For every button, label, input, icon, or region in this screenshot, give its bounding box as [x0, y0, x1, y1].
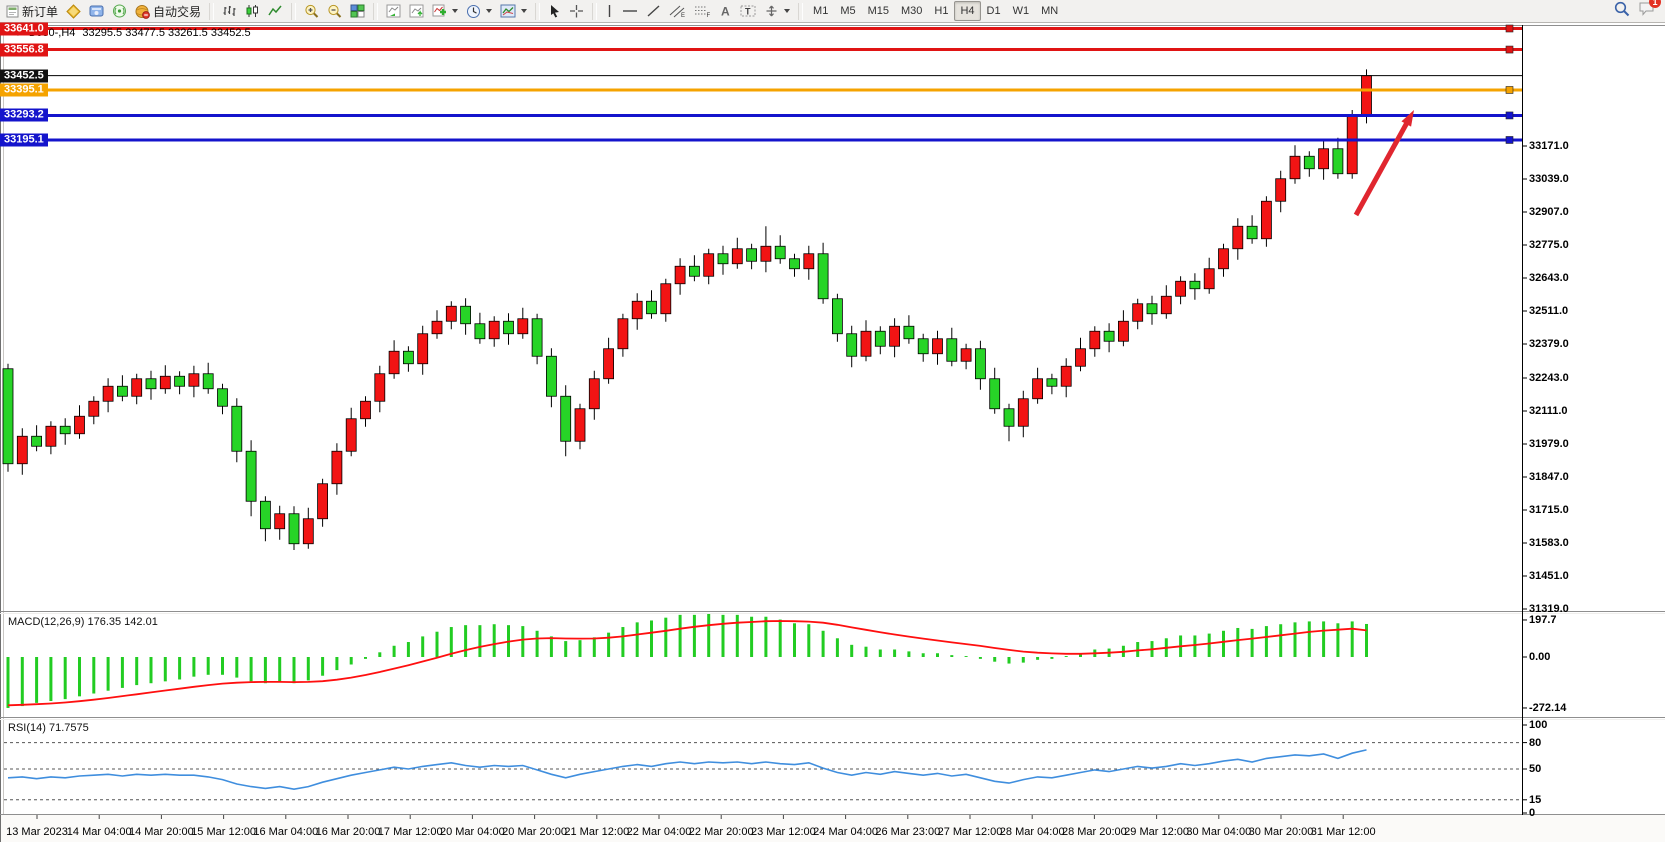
new-order-button[interactable]: 新订单 — [2, 2, 62, 21]
crosshair-button[interactable] — [565, 2, 588, 21]
arrows-icon — [766, 5, 777, 17]
notifications-button[interactable]: 1 — [1638, 0, 1661, 21]
data-window-button[interactable] — [85, 2, 108, 21]
notification-badge: 1 — [1649, 0, 1661, 8]
search-button[interactable] — [1614, 1, 1630, 22]
auto-trade-globe-icon — [135, 4, 150, 19]
signal-icon — [113, 4, 127, 18]
candlestick-chart-icon — [246, 5, 259, 17]
toolbar-separator — [373, 2, 379, 20]
chart-subwindow-icon — [386, 4, 401, 18]
template-icon — [500, 4, 516, 18]
timeframe-button-m1[interactable]: M1 — [813, 5, 829, 17]
channel-icon: E — [669, 5, 685, 18]
zoom-out-button[interactable] — [323, 2, 346, 21]
fibonacci-icon: F — [695, 6, 711, 18]
zoom-in-icon — [305, 4, 319, 18]
cursor-button[interactable] — [544, 2, 565, 21]
bar-chart-icon — [223, 6, 236, 16]
signals-button[interactable] — [108, 2, 131, 21]
vertical-line-icon — [608, 5, 611, 17]
toolbar-separator — [592, 2, 598, 20]
dropdown-arrow-icon — [521, 9, 528, 13]
clock-icon — [467, 4, 481, 18]
timeframe-button-h4[interactable]: H4 — [954, 1, 981, 21]
dropdown-arrow-icon — [784, 9, 791, 13]
gold-diamond-icon — [66, 3, 81, 19]
svg-text:F: F — [707, 13, 711, 18]
styles-button[interactable] — [62, 2, 85, 21]
bar-chart-button[interactable] — [218, 2, 241, 21]
equidistant-channel-button[interactable]: E — [665, 2, 690, 21]
svg-text:T: T — [745, 7, 751, 17]
timeframe-button-mn[interactable]: MN — [1041, 5, 1059, 17]
horizontal-line-icon — [623, 10, 638, 12]
zoom-in-button[interactable] — [300, 2, 323, 21]
text-label-tool-button[interactable]: T — [736, 2, 760, 21]
timeframe-button-m15[interactable]: M15 — [867, 5, 889, 17]
timeframe-button-m5[interactable]: M5 — [840, 5, 856, 17]
text-label-icon: T — [740, 5, 756, 17]
dropdown-arrow-icon — [486, 9, 493, 13]
svg-text:E: E — [681, 13, 685, 18]
text-a-icon: A — [721, 5, 730, 19]
periods-button[interactable] — [462, 2, 496, 21]
auto-trade-button[interactable]: 自动交易 — [131, 2, 205, 21]
search-icon — [1614, 1, 1630, 16]
tile-windows-icon — [350, 4, 365, 18]
text-tool-button[interactable]: A — [715, 2, 736, 21]
add-indicator-icon — [432, 4, 447, 17]
timeframe-button-h1[interactable]: H1 — [934, 5, 949, 17]
data-window-icon — [89, 5, 104, 17]
dropdown-arrow-icon — [452, 9, 459, 13]
zoom-out-icon — [328, 4, 342, 18]
line-chart-button[interactable] — [264, 2, 287, 21]
chart-shift-icon — [409, 4, 424, 18]
tile-windows-button[interactable] — [346, 2, 369, 21]
svg-text:A: A — [721, 5, 730, 19]
chart-shift-button[interactable] — [405, 2, 428, 21]
cursor-icon — [551, 5, 560, 18]
templates-button[interactable] — [496, 2, 531, 21]
toolbar: 新订单 自动交易 — [0, 0, 1665, 23]
fibonacci-button[interactable]: F — [690, 2, 715, 21]
timeframe-switcher: M1 M5 M15 M30 H1 H4 D1 W1 MN — [807, 1, 1064, 21]
trendline-icon — [647, 5, 660, 17]
new-subwindow-button[interactable] — [382, 2, 405, 21]
timeframe-button-d1[interactable]: D1 — [986, 5, 1001, 17]
vertical-line-tool-button[interactable] — [601, 2, 618, 21]
crosshair-icon — [570, 5, 584, 18]
candlestick-chart-button[interactable] — [241, 2, 264, 21]
auto-trade-label: 自动交易 — [153, 4, 202, 19]
arrows-tool-button[interactable] — [760, 2, 794, 21]
indicators-button[interactable] — [428, 2, 462, 21]
toolbar-separator — [291, 2, 297, 20]
trendline-tool-button[interactable] — [642, 2, 665, 21]
toolbar-separator — [209, 2, 215, 20]
toolbar-separator — [535, 2, 541, 20]
timeframe-button-w1[interactable]: W1 — [1012, 5, 1030, 17]
line-chart-icon — [268, 5, 282, 16]
toolbar-separator — [798, 2, 804, 20]
timeframe-button-m30[interactable]: M30 — [901, 5, 923, 17]
horizontal-line-tool-button[interactable] — [618, 2, 642, 21]
order-form-icon — [6, 5, 19, 17]
new-order-label: 新订单 — [22, 4, 59, 19]
